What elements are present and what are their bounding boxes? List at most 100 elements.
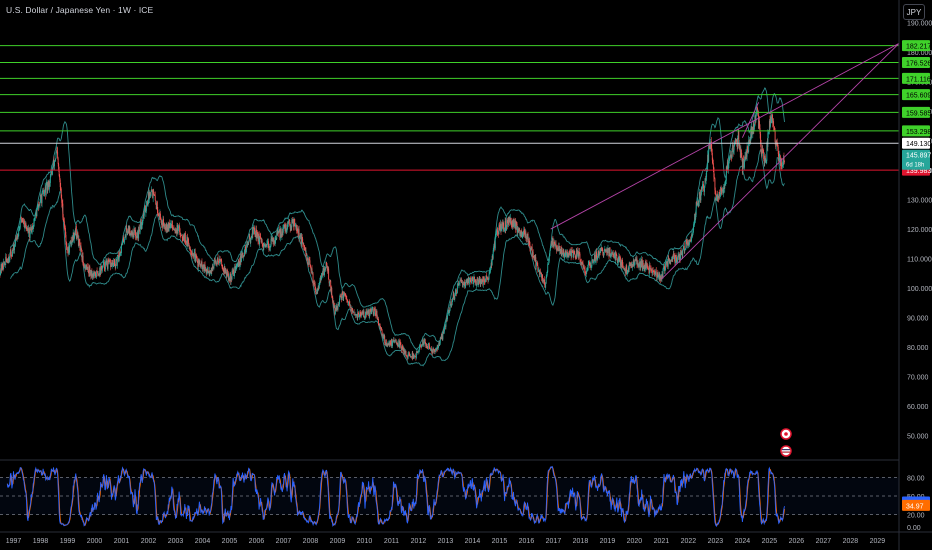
candle-body <box>483 276 485 279</box>
candle-body <box>200 261 202 267</box>
candle-body <box>40 194 42 196</box>
us-flag-icon[interactable] <box>780 445 792 457</box>
candle-body <box>771 119 772 123</box>
candle-body <box>314 284 316 290</box>
candle-body <box>257 233 259 242</box>
candle-body <box>270 239 272 246</box>
candle-body <box>605 250 607 252</box>
candle-body <box>346 298 348 300</box>
candle-body <box>146 201 148 206</box>
candle-body <box>223 266 225 273</box>
candle-body <box>531 247 533 256</box>
candle-body <box>142 217 144 224</box>
candle-body <box>658 273 660 278</box>
candle-body <box>16 235 18 240</box>
candle-body <box>598 255 600 258</box>
candle-body <box>64 227 66 235</box>
candle-body <box>609 247 611 257</box>
candle-body <box>97 271 99 274</box>
candle-body <box>733 150 735 153</box>
candle-body <box>272 238 274 242</box>
candle-body <box>719 194 721 196</box>
trendline <box>661 43 900 280</box>
candle-body <box>79 242 81 251</box>
candle-body <box>37 204 39 207</box>
candle-body <box>267 241 269 243</box>
candle-body <box>1 264 3 271</box>
candle-body <box>333 302 335 308</box>
candle-body <box>456 292 458 295</box>
candle-body <box>49 176 51 183</box>
candle-body <box>193 254 195 258</box>
candle-body <box>432 348 434 354</box>
candle-body <box>661 274 663 280</box>
candle-body <box>224 268 226 272</box>
candle-body <box>682 249 684 256</box>
candle-body <box>325 267 326 271</box>
candle-body <box>234 266 236 274</box>
candle-body <box>237 263 239 266</box>
candle-body <box>623 267 625 269</box>
candle-body <box>716 198 717 201</box>
candle-body <box>529 245 531 251</box>
candle-body <box>616 258 618 262</box>
candle-body <box>527 233 529 243</box>
candle-body <box>74 232 76 236</box>
candle-body <box>617 258 619 262</box>
candle-body <box>94 271 96 273</box>
candle-body <box>324 268 325 276</box>
candle-body <box>757 107 758 111</box>
candle-body <box>467 280 469 283</box>
candle-body <box>768 120 770 131</box>
currency-button[interactable]: JPY <box>903 4 925 20</box>
candle-body <box>399 341 401 343</box>
candle-body <box>194 252 196 253</box>
candle-body <box>575 250 577 258</box>
candle-body <box>726 162 728 170</box>
candle-body <box>530 247 532 251</box>
candle-body <box>409 353 411 356</box>
year-tick-label: 1998 <box>33 538 49 545</box>
candle-body <box>538 270 540 272</box>
candle-body <box>269 246 270 250</box>
candle-body <box>51 168 53 175</box>
candle-body <box>636 258 637 262</box>
candle-body <box>358 316 360 318</box>
candle-body <box>149 192 151 196</box>
candle-body <box>464 282 466 286</box>
candle-body <box>383 336 385 339</box>
candle-body <box>231 276 233 280</box>
candle-body <box>497 232 499 233</box>
candle-body <box>218 261 220 263</box>
candle-body <box>372 308 374 310</box>
candle-body <box>161 220 162 225</box>
candle-body <box>327 268 329 271</box>
candle-body <box>418 349 420 352</box>
candle-body <box>423 344 425 346</box>
price-tick-label: 120.000 <box>907 227 932 234</box>
candle-body <box>727 163 729 171</box>
candle-body <box>407 353 409 359</box>
candle-body <box>583 264 585 269</box>
candle-body <box>216 264 217 265</box>
candle-body <box>8 258 10 262</box>
candle-body <box>286 228 288 231</box>
candle-body <box>215 260 217 265</box>
candle-body <box>290 227 292 229</box>
candle-body <box>645 262 647 269</box>
candle-body <box>167 227 169 229</box>
candle-body <box>283 228 284 229</box>
candle-body <box>227 273 229 276</box>
candle-body <box>640 260 642 265</box>
candle-body <box>772 114 773 123</box>
candle-body <box>414 355 416 357</box>
candle-body <box>714 178 716 191</box>
candle-body <box>723 186 725 189</box>
event-markers[interactable] <box>780 428 792 457</box>
candle-body <box>252 227 254 235</box>
candle-body <box>156 201 158 211</box>
candle-body <box>589 264 591 266</box>
candle-body <box>610 256 611 257</box>
candle-body <box>684 249 686 250</box>
